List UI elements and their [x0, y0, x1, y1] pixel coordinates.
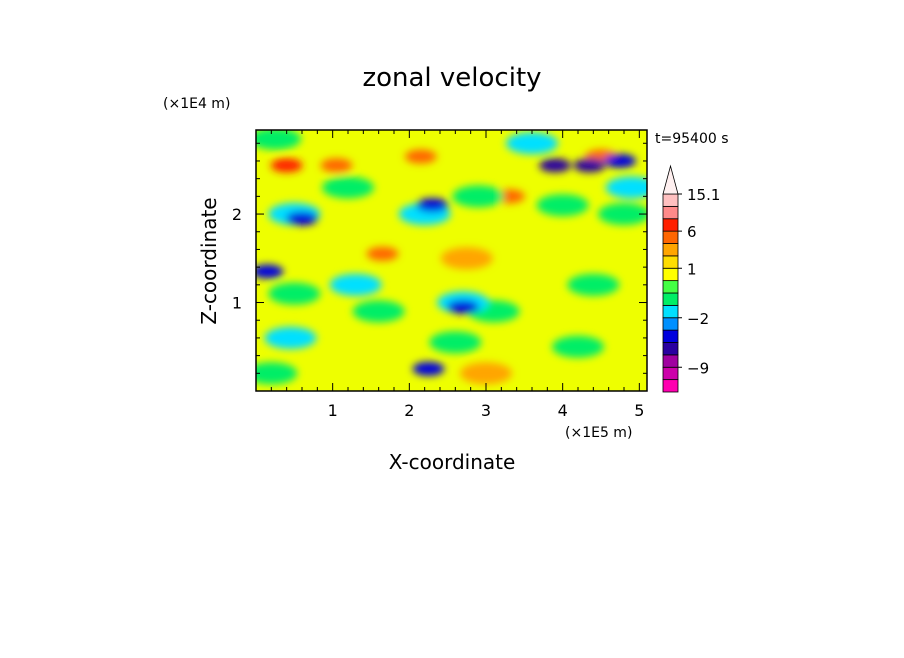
field-feature — [256, 362, 298, 385]
x-tick-label: 4 — [558, 401, 568, 420]
field-feature — [412, 361, 445, 376]
x-axis-label: X-coordinate — [389, 450, 516, 474]
y-tick-label: 1 — [232, 294, 242, 313]
colorbar-segment — [662, 218, 679, 232]
field-feature — [573, 158, 606, 173]
chart-title: zonal velocity — [362, 63, 541, 93]
field-feature — [440, 247, 493, 270]
colorbar-segment — [662, 267, 679, 282]
colorbar-segment — [662, 193, 679, 207]
x-tick-label: 3 — [481, 401, 491, 420]
field-feature — [536, 194, 589, 217]
colorbar-segment — [662, 280, 679, 294]
colorbar-segment — [662, 230, 679, 244]
colorbar-extension-triangle — [662, 164, 679, 195]
y-axis-label: Z-coordinate — [197, 197, 221, 324]
field-features — [256, 130, 647, 385]
plot-frame — [255, 129, 648, 392]
field-feature — [567, 273, 620, 296]
y-scale-note: (×1E4 m) — [163, 96, 230, 112]
field-feature — [605, 176, 647, 199]
colorbar-segment — [662, 205, 679, 220]
colorbar-segment — [662, 292, 679, 306]
field-feature — [539, 158, 571, 173]
colorbar-segment — [662, 342, 679, 356]
field-feature — [598, 203, 647, 226]
field-feature — [352, 300, 405, 323]
field-feature — [452, 185, 505, 208]
colorbar-segment — [662, 379, 679, 393]
colorbar-segment — [662, 354, 679, 368]
colorbar-segment — [662, 255, 679, 269]
field-feature — [506, 132, 558, 155]
plot-area — [256, 130, 647, 391]
colorbar-label: 15.1 — [687, 186, 720, 204]
field-feature — [268, 282, 321, 305]
colorbar-segment — [662, 317, 679, 331]
x-tick-label: 5 — [634, 401, 644, 420]
field-feature — [604, 153, 637, 168]
colorbar-label: 6 — [687, 223, 697, 241]
field-feature — [320, 158, 353, 173]
colorbar-label: −2 — [687, 310, 709, 328]
colorbar-segment — [662, 366, 679, 381]
field-feature — [270, 158, 303, 173]
field-feature — [264, 326, 317, 349]
field-feature — [256, 130, 302, 150]
field-feature — [447, 299, 479, 314]
x-axis-ticks: 1 2 3 4 5 — [270, 130, 644, 420]
y-axis-ticks: 12 — [232, 142, 647, 374]
field-feature — [366, 246, 399, 261]
time-label: t=95400 s — [655, 131, 729, 147]
x-tick-label: 1 — [328, 401, 338, 420]
field-feature — [329, 273, 382, 296]
field-feature — [322, 176, 374, 199]
field-feature — [416, 198, 449, 213]
y-tick-label: 2 — [232, 205, 242, 224]
x-tick-label: 2 — [404, 401, 414, 420]
field-feature — [429, 331, 482, 354]
colorbar: 15.1 6 1 −2 −9 — [662, 164, 720, 393]
colorbar-segment — [662, 304, 679, 319]
x-scale-note: (×1E5 m) — [565, 425, 632, 441]
colorbar-segment — [662, 329, 679, 343]
colorbar-segment — [662, 243, 679, 257]
field-feature — [404, 149, 437, 164]
field-feature — [286, 211, 318, 226]
field-feature — [460, 362, 512, 385]
field-feature — [552, 335, 604, 358]
field-feature — [256, 264, 284, 279]
colorbar-label: 1 — [687, 260, 697, 278]
colorbar-label: −9 — [687, 359, 709, 377]
